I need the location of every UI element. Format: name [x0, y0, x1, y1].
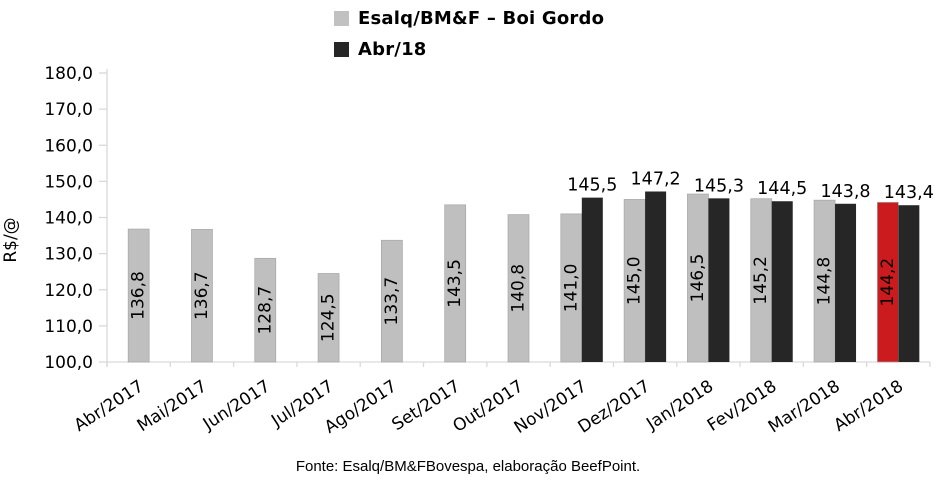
x-category-label: Abr/2018	[830, 376, 907, 435]
x-category-label: Nov/2017	[511, 376, 591, 438]
y-tick-label: 100,0	[44, 353, 93, 373]
bar-value-label: 143,5	[445, 259, 465, 308]
bar-value-label: 141,0	[561, 264, 581, 313]
legend-item-abr18: Abr/18	[334, 36, 604, 62]
legend-swatch-gray-icon	[334, 10, 349, 26]
bar-value-label-above: 143,4	[884, 183, 934, 203]
bar-value-label-above: 145,3	[694, 176, 744, 196]
x-category-label: Jan/2018	[642, 376, 717, 434]
bar-value-label: 140,8	[509, 264, 529, 313]
source-note: Fonte: Esalq/BM&FBovespa, elaboração Bee…	[295, 458, 641, 475]
bar-value-label: 146,5	[688, 254, 708, 303]
bar-value-label-above: 143,8	[820, 182, 870, 202]
bar-value-label: 145,0	[625, 256, 645, 305]
bar-value-label: 144,8	[815, 257, 835, 306]
y-tick-label: 140,0	[44, 209, 93, 229]
y-tick-label: 120,0	[44, 281, 93, 301]
bar-value-label: 136,7	[192, 271, 212, 320]
y-tick-label: 160,0	[44, 136, 93, 156]
bar-esalq	[191, 229, 213, 363]
bar-abr18	[835, 203, 857, 362]
bar-esalq	[127, 228, 150, 363]
y-tick-label: 150,0	[44, 172, 93, 192]
bar-abr18	[581, 197, 603, 362]
bar-value-label-above: 147,2	[631, 169, 681, 189]
bar-value-label-above: 144,5	[757, 179, 807, 199]
y-axis-title: R$/@	[1, 217, 21, 262]
legend-swatch-dark-icon	[334, 41, 349, 57]
legend-label-abr18: Abr/18	[358, 38, 427, 60]
bar-value-label-above: 145,5	[567, 176, 617, 196]
bar-value-label: 124,5	[319, 293, 339, 342]
bar-abr18	[708, 198, 730, 362]
bar-value-label: 145,2	[751, 256, 771, 305]
bar-abr18	[645, 191, 667, 362]
bar-esalq	[507, 214, 530, 363]
bar-abr18	[898, 205, 920, 362]
y-tick-label: 130,0	[44, 245, 93, 265]
bar-esalq	[444, 204, 467, 363]
x-category-label: Jun/2017	[199, 376, 274, 434]
x-category-label: Mar/2018	[765, 376, 844, 437]
y-tick-label: 170,0	[44, 100, 93, 120]
bar-value-label: 144,2	[878, 258, 898, 307]
legend-item-esalq: Esalq/BM&F – Boi Gordo	[334, 5, 604, 31]
x-category-label: Abr/2017	[71, 376, 148, 435]
bar-value-label: 133,7	[382, 277, 402, 326]
bar-value-label: 128,7	[255, 286, 275, 335]
y-tick-label: 110,0	[44, 317, 93, 337]
x-category-label: Ago/2017	[321, 376, 401, 437]
legend: Esalq/BM&F – Boi Gordo Abr/18	[334, 5, 604, 67]
bar-esalq	[317, 273, 340, 363]
bar-esalq	[381, 239, 403, 363]
x-category-label: Mai/2017	[134, 376, 211, 436]
y-tick-label: 180,0	[44, 64, 93, 84]
bar-abr18	[771, 201, 793, 362]
x-category-label: Dez/2017	[575, 376, 654, 437]
bar-esalq	[254, 257, 277, 363]
legend-label-esalq: Esalq/BM&F – Boi Gordo	[358, 7, 605, 29]
bar-value-label: 136,8	[129, 271, 149, 320]
